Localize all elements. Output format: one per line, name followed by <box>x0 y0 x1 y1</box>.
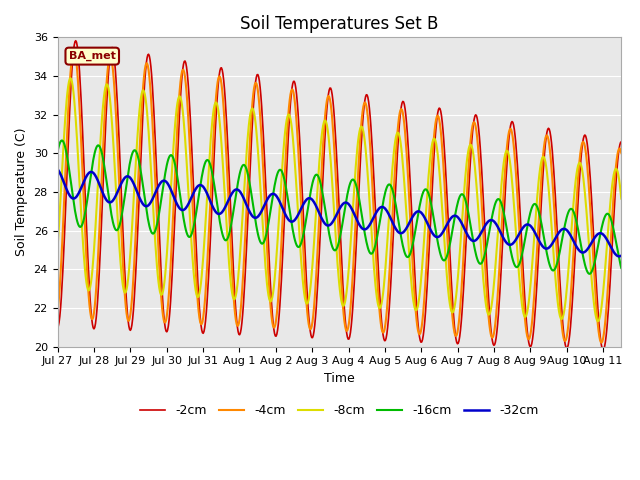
-16cm <box>56 140 63 146</box>
-4cm <box>295 157 303 163</box>
-2cm <box>295 122 303 128</box>
-8cm <box>295 223 303 228</box>
-8cm <box>133 137 141 143</box>
Line: -4cm: -4cm <box>58 50 621 343</box>
-16cm <box>472 253 480 259</box>
-4cm <box>472 128 480 134</box>
Line: -2cm: -2cm <box>58 41 621 350</box>
-2cm <box>54 324 61 330</box>
-16cm <box>459 192 467 197</box>
-16cm <box>54 149 61 155</box>
-16cm <box>618 265 625 271</box>
-2cm <box>618 139 625 144</box>
-4cm <box>54 309 61 314</box>
-2cm <box>72 38 79 44</box>
-16cm <box>586 271 593 277</box>
-32cm <box>316 210 323 216</box>
-2cm <box>133 240 141 245</box>
-32cm <box>56 170 63 176</box>
-8cm <box>67 75 74 81</box>
-32cm <box>132 187 140 193</box>
-32cm <box>472 238 479 243</box>
-16cm <box>295 244 303 250</box>
-4cm <box>70 47 78 53</box>
-2cm <box>459 299 467 305</box>
Line: -16cm: -16cm <box>58 141 621 274</box>
Line: -32cm: -32cm <box>58 169 621 256</box>
-8cm <box>316 150 324 156</box>
-8cm <box>54 245 61 251</box>
X-axis label: Time: Time <box>324 372 355 385</box>
Y-axis label: Soil Temperature (C): Soil Temperature (C) <box>15 128 28 256</box>
Text: BA_met: BA_met <box>69 51 116 61</box>
Legend: -2cm, -4cm, -8cm, -16cm, -32cm: -2cm, -4cm, -8cm, -16cm, -32cm <box>135 399 543 422</box>
-8cm <box>459 208 467 214</box>
-16cm <box>133 151 141 157</box>
-8cm <box>618 196 625 202</box>
-8cm <box>472 181 480 187</box>
-32cm <box>618 253 625 259</box>
-4cm <box>56 284 63 289</box>
-4cm <box>133 198 141 204</box>
-4cm <box>598 340 605 346</box>
-4cm <box>316 197 324 203</box>
-32cm <box>294 212 302 218</box>
-2cm <box>316 234 324 240</box>
-4cm <box>618 150 625 156</box>
-2cm <box>599 347 607 353</box>
-2cm <box>56 313 63 319</box>
-16cm <box>58 138 66 144</box>
-8cm <box>594 318 602 324</box>
-8cm <box>56 209 63 215</box>
-32cm <box>615 253 623 259</box>
Title: Soil Temperatures Set B: Soil Temperatures Set B <box>240 15 438 33</box>
-32cm <box>458 221 466 227</box>
-16cm <box>316 179 324 184</box>
-32cm <box>54 166 61 172</box>
Line: -8cm: -8cm <box>58 78 621 321</box>
-2cm <box>472 113 480 119</box>
-4cm <box>459 266 467 272</box>
